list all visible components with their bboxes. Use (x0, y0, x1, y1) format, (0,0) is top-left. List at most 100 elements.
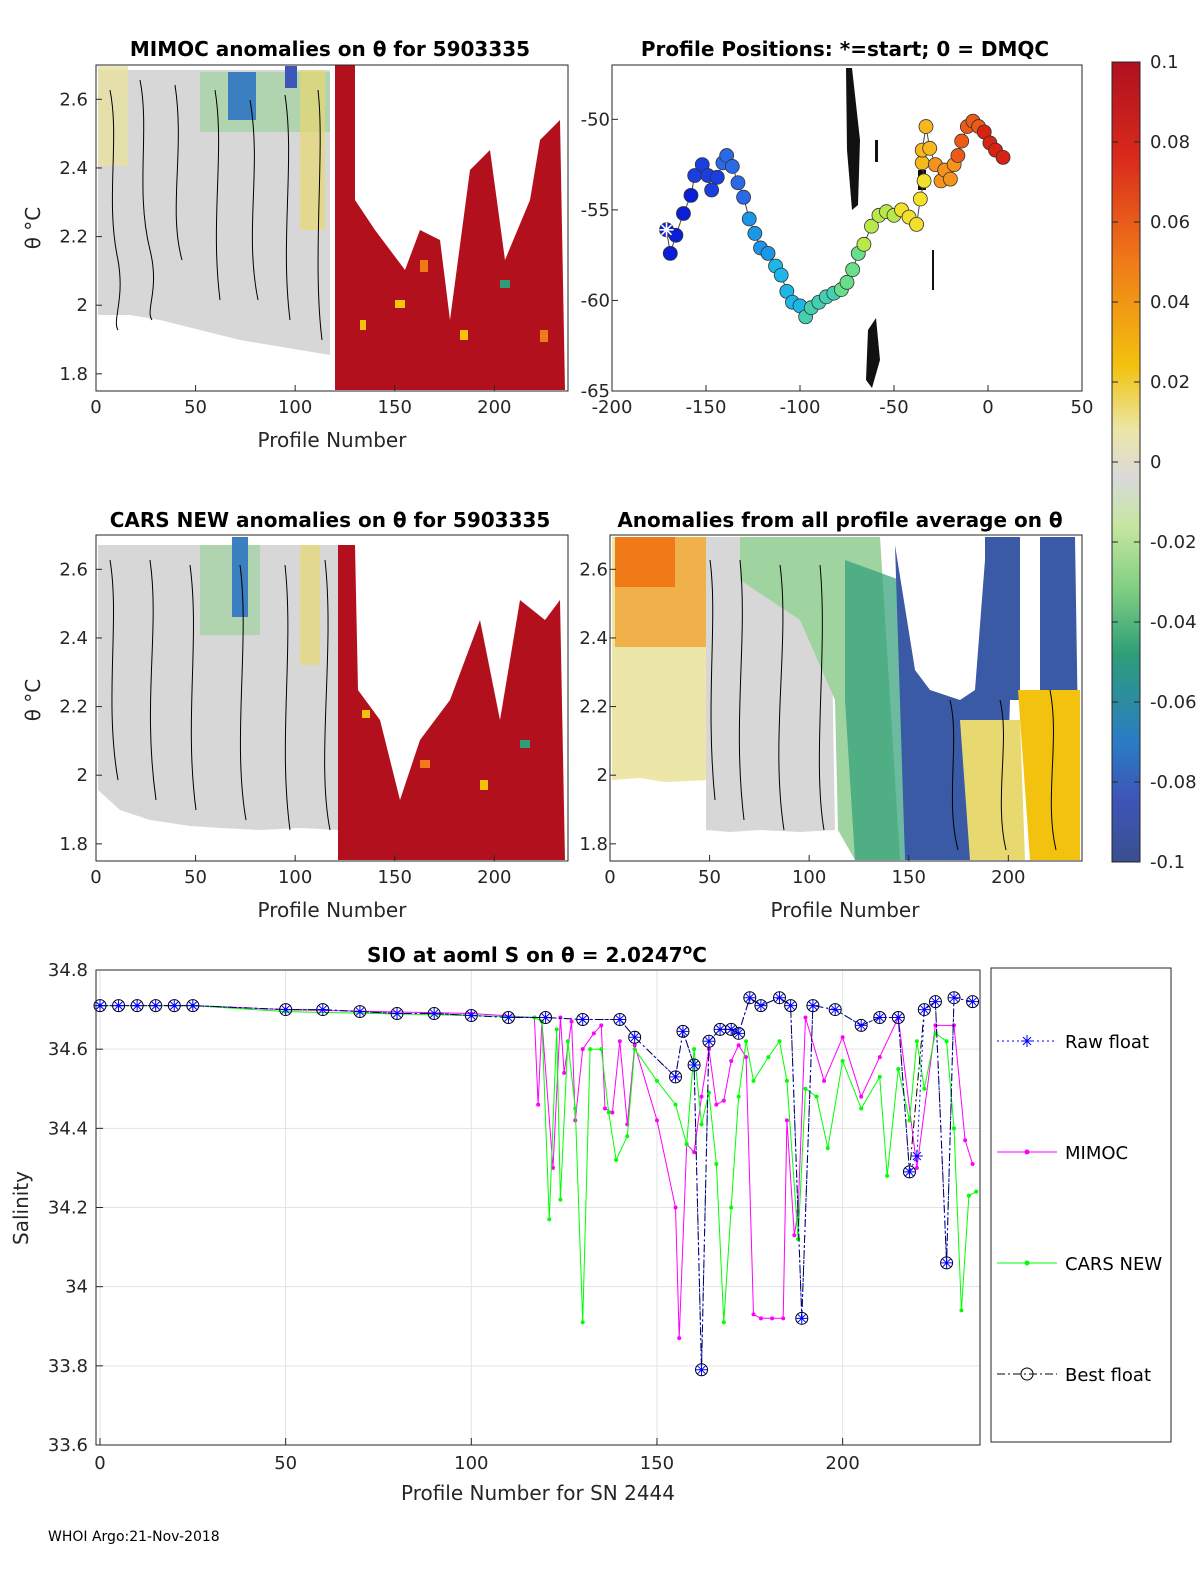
x-tick-label: 200 (825, 1453, 859, 1474)
data-point (625, 1134, 630, 1139)
data-point (606, 1110, 611, 1115)
data-point (736, 1094, 741, 1099)
data-point (714, 1023, 727, 1036)
data-point (573, 1106, 578, 1111)
salinity-title: SIO at aoml S on θ = 2.0247oC (367, 942, 707, 967)
data-point (677, 1336, 682, 1341)
data-point (502, 1011, 515, 1024)
data-point (758, 1316, 763, 1321)
data-point (576, 1013, 589, 1026)
x-tick-label: 0 (90, 397, 101, 418)
data-point (391, 1007, 404, 1020)
data-point (966, 1193, 971, 1198)
data-point (914, 1039, 919, 1044)
footer-credit: WHOI Argo:21-Nov-2018 (48, 1529, 220, 1545)
data-point (784, 999, 797, 1012)
x-tick-label: 0 (604, 867, 615, 888)
cars-title: CARS NEW anomalies on θ for 5903335 (110, 508, 551, 532)
legend-label: MIMOC (1065, 1143, 1128, 1164)
position-marker (950, 148, 966, 163)
data-point (316, 1003, 329, 1016)
data-point (948, 991, 961, 1004)
mimoc-heatmap-red (335, 65, 565, 390)
position-marker (724, 159, 740, 174)
colorbar-tick-label: -0.08 (1150, 772, 1197, 793)
data-point (673, 1205, 678, 1210)
x-tick-label: 0 (94, 1453, 105, 1474)
data-point (885, 1173, 890, 1178)
y-tick-label: -60 (581, 290, 610, 311)
data-point (279, 1003, 292, 1016)
data-point (766, 1055, 771, 1060)
x-tick-label: 100 (792, 867, 826, 888)
y-tick-label: 34.4 (48, 1118, 88, 1139)
data-point (599, 1023, 604, 1028)
data-point (781, 1316, 786, 1321)
position-marker (730, 175, 746, 191)
position-marker (914, 155, 930, 171)
data-point (859, 1106, 864, 1111)
data-point (736, 1043, 741, 1048)
data-point (814, 1094, 819, 1099)
x-tick-label: -50 (879, 397, 908, 418)
y-tick-label: 33.6 (48, 1435, 88, 1456)
x-tick-label: 50 (698, 867, 721, 888)
data-point (751, 1312, 756, 1317)
cars-y-ticks: 1.8 2 2.2 2.4 2.6 (59, 559, 102, 855)
x-tick-label: -100 (780, 397, 821, 418)
x-tick-label: 50 (274, 1453, 297, 1474)
data-point (806, 999, 819, 1012)
colorbar-tick-label: 0.02 (1150, 372, 1190, 393)
x-tick-label: 150 (378, 397, 412, 418)
y-tick-label: 1.8 (579, 834, 608, 855)
data-point (131, 999, 144, 1012)
data-point (547, 1217, 552, 1222)
cars-x-ticks: 0 50 100 150 200 (90, 855, 511, 888)
y-tick-label: -65 (581, 381, 610, 402)
data-point (792, 1233, 797, 1238)
data-point (610, 1110, 615, 1115)
data-point (558, 1015, 563, 1020)
y-tick-label: 2.2 (579, 697, 608, 718)
x-tick-label: 150 (378, 867, 412, 888)
data-point (554, 1027, 559, 1032)
data-point (784, 1118, 789, 1123)
y-tick-label: 2.4 (59, 628, 88, 649)
data-point (974, 1189, 979, 1194)
data-point (859, 1094, 864, 1099)
position-marker (736, 189, 751, 205)
x-tick-label: 100 (454, 1453, 488, 1474)
position-marker (662, 245, 678, 261)
y-tick-label: 2 (77, 765, 88, 786)
position-marker (845, 262, 861, 278)
data-point (822, 1078, 827, 1083)
data-point (770, 1316, 775, 1321)
position-marker (709, 169, 725, 185)
colorbar-tick-label: -0.02 (1150, 532, 1197, 553)
position-marker (909, 216, 924, 232)
y-tick-label: 33.8 (48, 1356, 88, 1377)
position-marker (856, 236, 872, 252)
data-point (465, 1009, 478, 1022)
x-tick-label: 50 (184, 867, 207, 888)
data-point (952, 1126, 957, 1131)
position-marker (773, 267, 789, 283)
colorbar-tick-label: 0.06 (1150, 212, 1190, 233)
position-marker (747, 226, 763, 241)
data-point (914, 1165, 919, 1170)
y-tick-label: 2 (597, 765, 608, 786)
legend-item: MIMOC (997, 1143, 1128, 1164)
y-tick-label: 34.2 (48, 1198, 88, 1219)
x-tick-label: -200 (592, 397, 633, 418)
data-point (922, 1086, 927, 1091)
cars-contours (109, 559, 331, 831)
x-tick-label: 200 (477, 867, 511, 888)
data-point (654, 1078, 659, 1083)
cars-y-label: θ °C (21, 679, 45, 722)
data-point (714, 1102, 719, 1107)
data-point (966, 995, 979, 1008)
positions-y-ticks: -50 -55 -60 -65 (581, 109, 618, 402)
x-tick-label: 150 (892, 867, 926, 888)
y-tick-label: 34.8 (48, 960, 88, 981)
y-tick-label: 2.6 (59, 559, 88, 580)
